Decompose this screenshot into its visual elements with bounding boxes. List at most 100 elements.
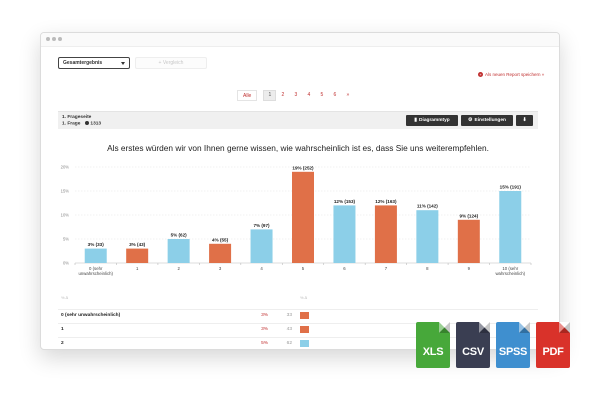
data-label: 12% (153) (334, 199, 356, 204)
data-label: 15% (191) (500, 185, 522, 190)
question-meta: 1. Frageseite 1. Frage 1313 (62, 115, 101, 127)
bar (250, 229, 273, 263)
page-fold-shade (519, 322, 530, 333)
pagination-page[interactable]: 3 (294, 92, 298, 98)
bar (84, 248, 107, 263)
bar (126, 248, 149, 263)
report-toolbar: Gesamtergebnis + Vergleich + Als neuen Re… (58, 57, 544, 77)
compare-button[interactable]: + Vergleich (135, 57, 207, 69)
bar (457, 219, 480, 263)
row-percent: 3% (261, 327, 268, 332)
results-table: % ∆ % ∆ 0 (sehr unwahrscheinlich) 3% 33 1 3%… (58, 295, 538, 349)
x-tick-label: 6 (343, 266, 346, 271)
save-report-link[interactable]: + Als neuen Report speichern » (478, 72, 544, 77)
y-tick-label: 5% (63, 237, 69, 242)
row-percent: 5% (261, 341, 268, 346)
page-fold (439, 322, 450, 333)
plus-icon: + (158, 60, 163, 66)
download-icon: ⬇ (522, 118, 527, 123)
x-tick-label: 2 (177, 266, 180, 271)
page-fold (519, 322, 530, 333)
row-bar-swatch (300, 312, 309, 319)
data-label: 19% (252) (292, 165, 314, 170)
bar-chart: 0% 5% 10% 15% 20% 3% (33) 0 (sehr unwahrscheinl… (61, 165, 532, 276)
bar (374, 205, 397, 263)
pagination-page[interactable]: 5 (320, 92, 324, 98)
y-tick-label: 15% (61, 189, 70, 194)
page-fold (479, 322, 490, 333)
app-window: Gesamtergebnis + Vergleich + Als neuen Re… (40, 32, 560, 350)
y-tick-label: 20% (61, 165, 70, 170)
settings-button[interactable]: ⚙ Einstellungen (461, 115, 513, 126)
row-count: 62 (286, 341, 292, 346)
row-bar-swatch (300, 340, 309, 347)
page-fold-shade (479, 322, 490, 333)
window-dot-icon[interactable] (46, 37, 50, 41)
pagination-page[interactable]: 6 (333, 92, 337, 98)
pagination-page[interactable]: 1 (263, 90, 277, 101)
export-label: SPSS (498, 346, 528, 358)
data-label: 11% (142) (417, 204, 438, 209)
data-label: 3% (43) (129, 242, 146, 247)
row-count: 33 (286, 313, 292, 318)
pagination-all[interactable]: Alle (237, 90, 258, 101)
chart-type-label: Diagrammtyp (419, 118, 450, 123)
row-label: 2 (61, 341, 64, 346)
page-label: 1. Frageseite (62, 115, 92, 120)
x-tick-label: 8 (426, 266, 429, 271)
bar-chart-icon: ▮ (414, 117, 418, 123)
bar (499, 191, 522, 263)
pagination-next[interactable]: » (346, 92, 350, 98)
export-label: CSV (462, 346, 484, 358)
export-label: XLS (422, 346, 444, 358)
pdf-export-icon[interactable]: PDF (536, 322, 570, 368)
row-count: 43 (286, 327, 292, 332)
page-fold-shade (559, 322, 570, 333)
add-circle-icon: + (478, 72, 483, 77)
export-formats: XLS CSV SPSS PDF (416, 322, 576, 372)
chevron-down-icon (121, 62, 125, 65)
download-button[interactable]: ⬇ (516, 115, 533, 126)
question-text: Als erstes würden wir von Ihnen gerne wi… (107, 143, 489, 153)
table-row: 0 (sehr unwahrscheinlich) 3% 33 (58, 309, 538, 322)
x-tick-label: 10 (sehr wahrscheinlich) (495, 266, 525, 276)
chart-type-button[interactable]: ▮ Diagrammtyp (406, 115, 458, 126)
csv-export-icon[interactable]: CSV (456, 322, 490, 368)
page-fold-shade (439, 322, 450, 333)
table-header-bar: % ∆ (300, 295, 308, 300)
x-tick-label: 3 (219, 266, 222, 271)
spss-export-icon[interactable]: SPSS (496, 322, 530, 368)
x-tick-label: 7 (385, 266, 388, 271)
x-tick-label: 0 (sehr unwahrscheinlich) (79, 266, 114, 276)
data-label: 7% (97) (253, 223, 270, 228)
result-select[interactable]: Gesamtergebnis (58, 57, 130, 69)
row-label: 1 (61, 327, 64, 332)
question-label: 1. Frage (62, 121, 81, 127)
row-percent: 3% (261, 313, 268, 318)
pagination-page[interactable]: 2 (281, 92, 285, 98)
bar (416, 210, 439, 263)
pagination: Alle 1 2 3 4 5 6 » (237, 90, 354, 101)
data-label: 3% (33) (88, 242, 105, 247)
data-label: 9% (124) (459, 213, 478, 218)
table-row: 2 5% 62 (58, 337, 538, 349)
pagination-page[interactable]: 4 (307, 92, 311, 98)
window-dot-icon[interactable] (58, 37, 62, 41)
table-header-pct: % ∆ (61, 295, 69, 300)
x-tick-label: 5 (302, 266, 305, 271)
data-label: 12% (163) (375, 199, 397, 204)
results-chart: 0% 5% 10% 15% 20% 3% (33) 0 (sehr unwahrscheinl… (41, 157, 559, 287)
bar (167, 239, 190, 263)
xls-export-icon[interactable]: XLS (416, 322, 450, 368)
x-tick-label: 1 (136, 266, 139, 271)
page-fold (559, 322, 570, 333)
window-dot-icon[interactable] (52, 37, 56, 41)
respondent-count: 1313 (90, 121, 102, 127)
row-label: 0 (sehr unwahrscheinlich) (61, 313, 121, 318)
settings-label: Einstellungen (474, 118, 506, 123)
question-line: 1. Frage 1313 (62, 121, 101, 127)
y-tick-label: 10% (61, 213, 70, 218)
data-label: 5% (62) (171, 233, 188, 238)
result-select-value: Gesamtergebnis (63, 60, 103, 66)
compare-label: Vergleich (162, 60, 184, 66)
